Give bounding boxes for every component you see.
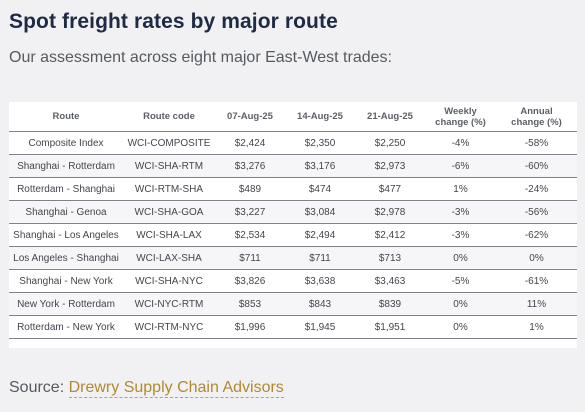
cell-route: Rotterdam - New York — [9, 315, 123, 339]
table-row: New York - Rotterdam WCI-NYC-RTM $853 $8… — [9, 292, 577, 316]
cell-annual-change: -61% — [496, 269, 577, 293]
cell-rate-date-3: $2,978 — [355, 200, 425, 224]
cell-rate-date-2: $843 — [285, 292, 355, 316]
cell-route-code: WCI-RTM-SHA — [123, 177, 215, 201]
cell-rate-date-2: $3,638 — [285, 269, 355, 293]
table-header-row: Route Route code 07-Aug-25 14-Aug-25 21-… — [9, 102, 577, 132]
cell-weekly-change: -3% — [425, 223, 496, 247]
cell-weekly-change: 0% — [425, 246, 496, 270]
page-subtitle: Our assessment across eight major East-W… — [9, 49, 392, 66]
table-row: Los Angeles - Shanghai WCI-LAX-SHA $711 … — [9, 246, 577, 270]
cell-rate-date-3: $2,412 — [355, 223, 425, 247]
cell-annual-change: -62% — [496, 223, 577, 247]
column-header-date-2: 14-Aug-25 — [285, 102, 355, 132]
cell-rate-date-3: $477 — [355, 177, 425, 201]
cell-rate-date-2: $3,176 — [285, 154, 355, 178]
cell-annual-change: -60% — [496, 154, 577, 178]
cell-weekly-change: -5% — [425, 269, 496, 293]
table-row: Shanghai - Rotterdam WCI-SHA-RTM $3,276 … — [9, 154, 577, 178]
cell-rate-date-2: $3,084 — [285, 200, 355, 224]
cell-rate-date-3: $1,951 — [355, 315, 425, 339]
table-row: Shanghai - New York WCI-SHA-NYC $3,826 $… — [9, 269, 577, 293]
cell-route: Composite Index — [9, 131, 123, 155]
cell-rate-date-2: $1,945 — [285, 315, 355, 339]
cell-rate-date-1: $3,826 — [215, 269, 285, 293]
cell-annual-change: -58% — [496, 131, 577, 155]
column-header-date-3: 21-Aug-25 — [355, 102, 425, 132]
cell-route-code: WCI-SHA-GOA — [123, 200, 215, 224]
cell-weekly-change: -6% — [425, 154, 496, 178]
column-header-route-code: Route code — [123, 102, 215, 132]
cell-route-code: WCI-RTM-NYC — [123, 315, 215, 339]
cell-rate-date-2: $2,494 — [285, 223, 355, 247]
table-row: Rotterdam - New York WCI-RTM-NYC $1,996 … — [9, 315, 577, 339]
cell-route: New York - Rotterdam — [9, 292, 123, 316]
cell-route: Rotterdam - Shanghai — [9, 177, 123, 201]
cell-rate-date-1: $2,424 — [215, 131, 285, 155]
cell-rate-date-3: $839 — [355, 292, 425, 316]
cell-rate-date-1: $3,276 — [215, 154, 285, 178]
source-label: Source: — [9, 379, 65, 396]
cell-rate-date-3: $713 — [355, 246, 425, 270]
cell-annual-change: 11% — [496, 292, 577, 316]
cell-annual-change: 1% — [496, 315, 577, 339]
cell-rate-date-2: $474 — [285, 177, 355, 201]
cell-rate-date-2: $2,350 — [285, 131, 355, 155]
cell-rate-date-1: $1,996 — [215, 315, 285, 339]
cell-route: Shanghai - Rotterdam — [9, 154, 123, 178]
table-row: Shanghai - Genoa WCI-SHA-GOA $3,227 $3,0… — [9, 200, 577, 224]
cell-rate-date-3: $3,463 — [355, 269, 425, 293]
cell-route-code: WCI-LAX-SHA — [123, 246, 215, 270]
cell-route: Shanghai - New York — [9, 269, 123, 293]
cell-rate-date-1: $711 — [215, 246, 285, 270]
column-header-route: Route — [9, 102, 123, 132]
cell-rate-date-1: $2,534 — [215, 223, 285, 247]
cell-weekly-change: 0% — [425, 292, 496, 316]
column-header-annual-change: Annual change (%) — [496, 102, 577, 132]
cell-annual-change: -24% — [496, 177, 577, 201]
page-title: Spot freight rates by major route — [9, 10, 338, 33]
freight-rates-table: Route Route code 07-Aug-25 14-Aug-25 21-… — [9, 102, 577, 339]
cell-rate-date-3: $2,250 — [355, 131, 425, 155]
rates-table-card: Route Route code 07-Aug-25 14-Aug-25 21-… — [9, 102, 577, 348]
cell-weekly-change: -4% — [425, 131, 496, 155]
table-row: Composite Index WCI-COMPOSITE $2,424 $2,… — [9, 131, 577, 155]
cell-rate-date-1: $489 — [215, 177, 285, 201]
cell-route-code: WCI-SHA-NYC — [123, 269, 215, 293]
cell-route: Shanghai - Genoa — [9, 200, 123, 224]
cell-route-code: WCI-NYC-RTM — [123, 292, 215, 316]
cell-rate-date-2: $711 — [285, 246, 355, 270]
cell-rate-date-1: $3,227 — [215, 200, 285, 224]
table-row: Rotterdam - Shanghai WCI-RTM-SHA $489 $4… — [9, 177, 577, 201]
cell-rate-date-3: $2,973 — [355, 154, 425, 178]
column-header-weekly-change: Weekly change (%) — [425, 102, 496, 132]
cell-route-code: WCI-COMPOSITE — [123, 131, 215, 155]
column-header-date-1: 07-Aug-25 — [215, 102, 285, 132]
cell-annual-change: -56% — [496, 200, 577, 224]
cell-route: Shanghai - Los Angeles — [9, 223, 123, 247]
cell-rate-date-1: $853 — [215, 292, 285, 316]
cell-weekly-change: 1% — [425, 177, 496, 201]
source-link[interactable]: Drewry Supply Chain Advisors — [68, 379, 284, 398]
cell-route: Los Angeles - Shanghai — [9, 246, 123, 270]
cell-route-code: WCI-SHA-RTM — [123, 154, 215, 178]
cell-weekly-change: 0% — [425, 315, 496, 339]
table-row: Shanghai - Los Angeles WCI-SHA-LAX $2,53… — [9, 223, 577, 247]
cell-weekly-change: -3% — [425, 200, 496, 224]
source-line: Source: Drewry Supply Chain Advisors — [9, 379, 284, 398]
cell-annual-change: 0% — [496, 246, 577, 270]
cell-route-code: WCI-SHA-LAX — [123, 223, 215, 247]
